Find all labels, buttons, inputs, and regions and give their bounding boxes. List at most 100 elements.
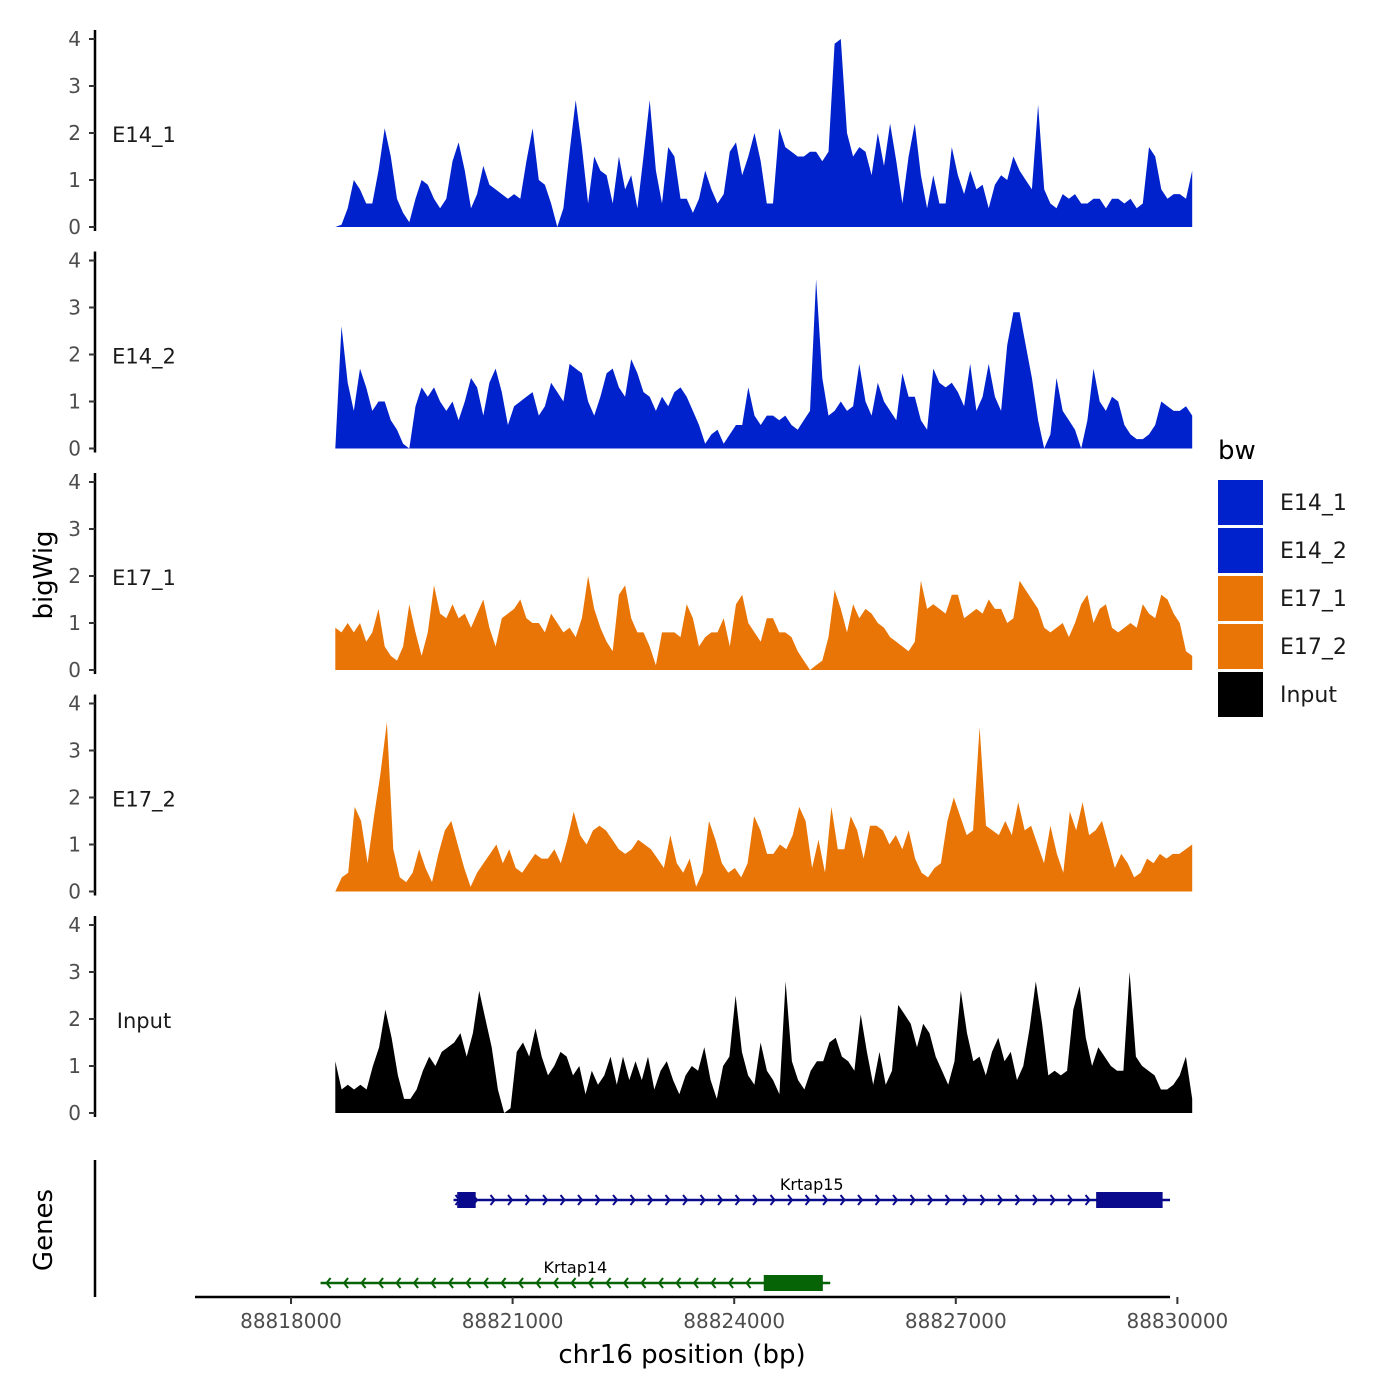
y-tick-label: 1 bbox=[68, 833, 81, 857]
strand-arrow bbox=[647, 1194, 654, 1206]
track-E17_2: 0 1 2 3 4 E17_2 bbox=[68, 692, 1193, 904]
strand-arrow bbox=[962, 1194, 969, 1206]
y-tick-label: 2 bbox=[68, 1007, 81, 1031]
strand-arrow bbox=[657, 1277, 664, 1289]
signal-tracks: 0 1 2 3 4 E14_1 0 1 2 3 4 E14_2 0 1 2 3 4 E17_1 0 1 2 3 4 E17_2… bbox=[68, 27, 1193, 1125]
x-tick-label: 88818000 bbox=[240, 1309, 342, 1333]
legend: bw E14_1 E14_2 E17_1 E17_2 Input bbox=[1218, 436, 1347, 717]
strand-arrow bbox=[629, 1194, 636, 1206]
strand-arrow bbox=[1032, 1194, 1039, 1206]
x-tick-label: 88827000 bbox=[905, 1309, 1007, 1333]
strand-arrow bbox=[605, 1277, 612, 1289]
y-tick-label: 3 bbox=[68, 74, 81, 98]
strand-arrow bbox=[542, 1194, 549, 1206]
y-tick-label: 3 bbox=[68, 739, 81, 763]
strand-arrow bbox=[500, 1277, 507, 1289]
y-tick-label: 1 bbox=[68, 390, 81, 414]
y-tick-label: 0 bbox=[68, 215, 81, 239]
legend-label-Input: Input bbox=[1280, 683, 1337, 708]
strand-arrow bbox=[517, 1277, 524, 1289]
exon bbox=[457, 1192, 476, 1208]
strand-arrow bbox=[927, 1194, 934, 1206]
strand-arrow bbox=[412, 1277, 419, 1289]
genes-axis-title: Genes bbox=[29, 1189, 59, 1271]
track-Input: 0 1 2 3 4 Input bbox=[68, 913, 1193, 1125]
strand-arrow bbox=[944, 1194, 951, 1206]
area-E14_1 bbox=[335, 39, 1193, 227]
strand-arrow bbox=[682, 1194, 689, 1206]
x-axis: 88818000 88821000 88824000 88827000 88830000 bbox=[195, 1295, 1228, 1333]
area-E17_2 bbox=[335, 722, 1193, 892]
y-tick-label: 1 bbox=[68, 1054, 81, 1078]
y-tick-label: 3 bbox=[68, 517, 81, 541]
strand-arrow bbox=[692, 1277, 699, 1289]
track-label-E17_2: E17_2 bbox=[112, 788, 176, 813]
y-tick-label: 2 bbox=[68, 121, 81, 145]
exon bbox=[1096, 1192, 1163, 1208]
strand-arrow bbox=[640, 1277, 647, 1289]
y-tick-label: 1 bbox=[68, 168, 81, 192]
strand-arrow bbox=[892, 1194, 899, 1206]
strand-arrow bbox=[552, 1277, 559, 1289]
area-E17_1 bbox=[335, 576, 1193, 670]
strand-arrow bbox=[839, 1194, 846, 1206]
y-tick-label: 4 bbox=[68, 692, 81, 716]
legend-label-E14_1: E14_1 bbox=[1280, 491, 1347, 516]
area-E14_2 bbox=[335, 279, 1193, 449]
track-label-E14_1: E14_1 bbox=[112, 123, 176, 148]
strand-arrow bbox=[710, 1277, 717, 1289]
strand-arrow bbox=[727, 1277, 734, 1289]
exon bbox=[763, 1275, 823, 1291]
strand-arrow bbox=[559, 1194, 566, 1206]
y-tick-label: 4 bbox=[68, 27, 81, 51]
y-tick-label: 2 bbox=[68, 564, 81, 588]
track-E14_2: 0 1 2 3 4 E14_2 bbox=[68, 249, 1193, 461]
gene-Krtap14: Krtap14 bbox=[320, 1258, 831, 1291]
strand-arrow bbox=[622, 1277, 629, 1289]
strand-arrow bbox=[507, 1194, 514, 1206]
gene-label: Krtap14 bbox=[544, 1258, 608, 1277]
strand-arrow bbox=[874, 1194, 881, 1206]
strand-arrow bbox=[997, 1194, 1004, 1206]
strand-arrow bbox=[377, 1277, 384, 1289]
track-label-E14_2: E14_2 bbox=[112, 345, 176, 370]
legend-swatch-Input bbox=[1218, 672, 1263, 717]
strand-arrow bbox=[664, 1194, 671, 1206]
legend-label-E17_2: E17_2 bbox=[1280, 635, 1347, 660]
strand-arrow bbox=[342, 1277, 349, 1289]
strand-arrow bbox=[745, 1277, 752, 1289]
strand-arrow bbox=[769, 1194, 776, 1206]
strand-arrow bbox=[524, 1194, 531, 1206]
y-tick-label: 2 bbox=[68, 786, 81, 810]
strand-arrow bbox=[360, 1277, 367, 1289]
y-tick-label: 4 bbox=[68, 249, 81, 273]
y-tick-label: 0 bbox=[68, 437, 81, 461]
strand-arrow bbox=[535, 1277, 542, 1289]
strand-arrow bbox=[699, 1194, 706, 1206]
strand-arrow bbox=[489, 1194, 496, 1206]
gene-label: Krtap15 bbox=[780, 1175, 844, 1194]
legend-swatch-E14_2 bbox=[1218, 528, 1263, 573]
strand-arrow bbox=[717, 1194, 724, 1206]
legend-title: bw bbox=[1218, 436, 1256, 466]
strand-arrow bbox=[325, 1277, 332, 1289]
y-tick-label: 0 bbox=[68, 658, 81, 682]
strand-arrow bbox=[857, 1194, 864, 1206]
strand-arrow bbox=[1067, 1194, 1074, 1206]
area-Input bbox=[335, 972, 1193, 1113]
legend-label-E17_1: E17_1 bbox=[1280, 587, 1347, 612]
gene-Krtap15: Krtap15 bbox=[453, 1175, 1170, 1208]
strand-arrow bbox=[804, 1194, 811, 1206]
strand-arrow bbox=[1049, 1194, 1056, 1206]
genes-panel: Krtap15 Krtap14 bbox=[93, 1160, 1170, 1297]
y-tick-label: 4 bbox=[68, 470, 81, 494]
strand-arrow bbox=[909, 1194, 916, 1206]
y-tick-label: 3 bbox=[68, 960, 81, 984]
x-axis-title: chr16 position (bp) bbox=[558, 1340, 805, 1370]
strand-arrow bbox=[430, 1277, 437, 1289]
legend-swatch-E14_1 bbox=[1218, 480, 1263, 525]
track-E17_1: 0 1 2 3 4 E17_1 bbox=[68, 470, 1193, 682]
strand-arrow bbox=[482, 1277, 489, 1289]
strand-arrow bbox=[594, 1194, 601, 1206]
